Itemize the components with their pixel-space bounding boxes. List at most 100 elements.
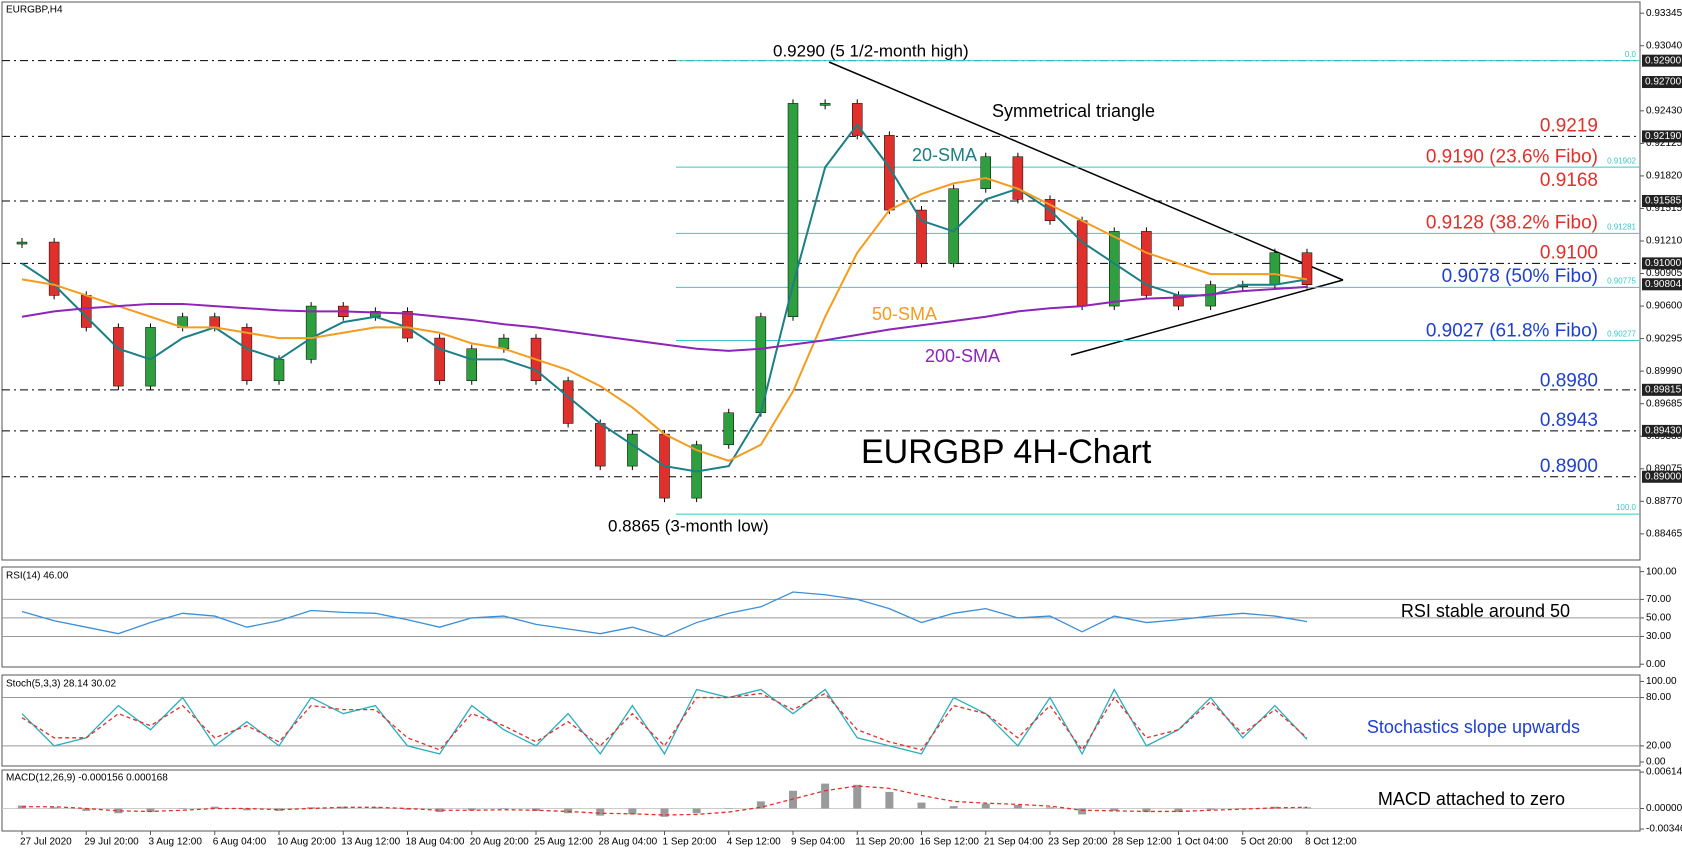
candle xyxy=(113,327,124,387)
macd-bar xyxy=(1046,807,1054,809)
price-mark-label: 0.91585 xyxy=(1645,196,1682,207)
candle xyxy=(1141,231,1152,296)
y-tick-label: 0.92430 xyxy=(1646,105,1682,116)
level-label: 0.9100 xyxy=(1540,242,1598,263)
level-label: 0.9027 (61.8% Fibo) xyxy=(1426,320,1598,341)
y-tick-label: 20.00 xyxy=(1646,741,1671,752)
stoch-title: Stoch(5,3,3) 28.14 30.02 xyxy=(6,679,117,690)
candle xyxy=(209,316,220,328)
y-tick-label: 0.00 xyxy=(1646,757,1666,768)
y-tick-label: 0.006149 xyxy=(1646,767,1682,778)
x-tick-label: 29 Jul 20:00 xyxy=(84,837,139,848)
y-tick-label: 0.000000 xyxy=(1646,803,1682,814)
price-mark-box xyxy=(1642,278,1682,291)
macd-annotation: MACD attached to zero xyxy=(1378,789,1565,809)
macd-bar xyxy=(628,808,637,815)
level-label: 0.9219 xyxy=(1540,115,1598,136)
level-label: 0.8980 xyxy=(1540,370,1598,391)
price-mark-box xyxy=(1642,383,1682,396)
macd-bar xyxy=(1013,804,1022,809)
macd-bar xyxy=(499,808,508,809)
x-tick-label: 9 Sep 04:00 xyxy=(791,837,845,848)
macd-bar xyxy=(981,803,990,809)
macd-bar xyxy=(178,808,187,809)
fibo-label: 0.0 xyxy=(1625,50,1637,59)
price-mark-label: 0.91000 xyxy=(1645,258,1682,269)
candle xyxy=(562,380,574,424)
y-tick-label: -0.003468 xyxy=(1646,824,1682,835)
sma-line xyxy=(21,123,1308,473)
stoch-panel xyxy=(1,674,1641,767)
macd-bar xyxy=(1174,808,1183,813)
watermark: EURGBP 4H-Chart xyxy=(861,433,1152,471)
level-label: 0.9078 (50% Fibo) xyxy=(1442,266,1598,287)
y-tick-label: 0.91210 xyxy=(1646,236,1682,247)
high-label: 0.9290 (5 1/2-month high) xyxy=(773,41,969,60)
y-tick-label: 0.93345 xyxy=(1646,8,1682,19)
candle xyxy=(305,305,317,360)
y-tick-label: 80.00 xyxy=(1646,692,1671,703)
y-tick-label: 100.00 xyxy=(1646,566,1677,577)
x-tick-label: 11 Sep 20:00 xyxy=(855,837,914,848)
pattern-label: Symmetrical triangle xyxy=(992,101,1155,121)
candle xyxy=(434,337,445,382)
candle xyxy=(1012,156,1024,200)
price-panel xyxy=(1,1,1641,561)
price-mark-label: 0.92700 xyxy=(1645,77,1682,88)
x-tick-label: 23 Sep 20:00 xyxy=(1048,837,1108,848)
sma-line xyxy=(21,285,1308,352)
macd-bar xyxy=(853,784,862,809)
candle xyxy=(1269,252,1281,285)
x-tick-label: 28 Aug 04:00 xyxy=(598,837,657,848)
y-tick-label: 0.90600 xyxy=(1646,301,1682,312)
x-tick-label: 4 Sep 12:00 xyxy=(727,837,781,848)
candle xyxy=(16,241,28,245)
price-mark-label: 0.89000 xyxy=(1645,471,1682,482)
candle xyxy=(819,103,831,106)
y-tick-label: 0.88770 xyxy=(1646,496,1682,507)
y-tick-label: 0.90905 xyxy=(1646,268,1682,279)
candle xyxy=(48,241,60,296)
x-tick-label: 3 Aug 12:00 xyxy=(149,837,203,848)
x-tick-label: 1 Sep 20:00 xyxy=(663,837,717,848)
macd-bar xyxy=(724,808,733,809)
y-tick-label: 0.89990 xyxy=(1646,366,1682,377)
stoch-k-line xyxy=(21,688,1308,756)
rsi-line xyxy=(21,591,1308,638)
candle xyxy=(273,359,285,382)
macd-bar xyxy=(660,808,669,817)
candle xyxy=(498,337,510,349)
y-tick-label: 0.91515 xyxy=(1646,203,1682,214)
candle xyxy=(852,103,863,136)
price-mark-box xyxy=(1642,470,1682,483)
price-mark-label: 0.89430 xyxy=(1645,426,1682,437)
x-tick-label: 6 Aug 04:00 xyxy=(213,837,267,848)
x-tick-label: 27 Jul 2020 xyxy=(20,837,72,848)
sma-label: 200-SMA xyxy=(925,346,1000,366)
macd-bar xyxy=(339,806,348,809)
y-tick-label: 70.00 xyxy=(1646,594,1671,605)
macd-bar xyxy=(756,801,765,809)
level-label: 0.8943 xyxy=(1540,410,1598,431)
price-mark-box xyxy=(1642,257,1682,270)
fibo-label: 0.90277 xyxy=(1607,330,1636,339)
y-tick-label: 0.91820 xyxy=(1646,171,1682,182)
macd-bar xyxy=(692,808,701,814)
macd-bar xyxy=(949,806,958,809)
x-tick-label: 5 Oct 20:00 xyxy=(1241,837,1293,848)
x-tick-label: 8 Oct 12:00 xyxy=(1305,837,1357,848)
candle xyxy=(723,412,734,446)
macd-bar xyxy=(1142,808,1151,813)
macd-bar xyxy=(82,808,91,811)
y-tick-label: 0.00 xyxy=(1646,659,1666,670)
macd-bar xyxy=(435,808,444,813)
macd-bar xyxy=(242,808,251,811)
x-tick-label: 25 Aug 12:00 xyxy=(534,837,593,848)
level-label: 0.9190 (23.6% Fibo) xyxy=(1426,146,1598,167)
y-tick-label: 50.00 xyxy=(1646,613,1671,624)
price-mark-box xyxy=(1642,194,1682,207)
price-mark-box xyxy=(1642,54,1682,67)
x-tick-label: 20 Aug 20:00 xyxy=(470,837,529,848)
y-tick-label: 0.89685 xyxy=(1646,398,1682,409)
